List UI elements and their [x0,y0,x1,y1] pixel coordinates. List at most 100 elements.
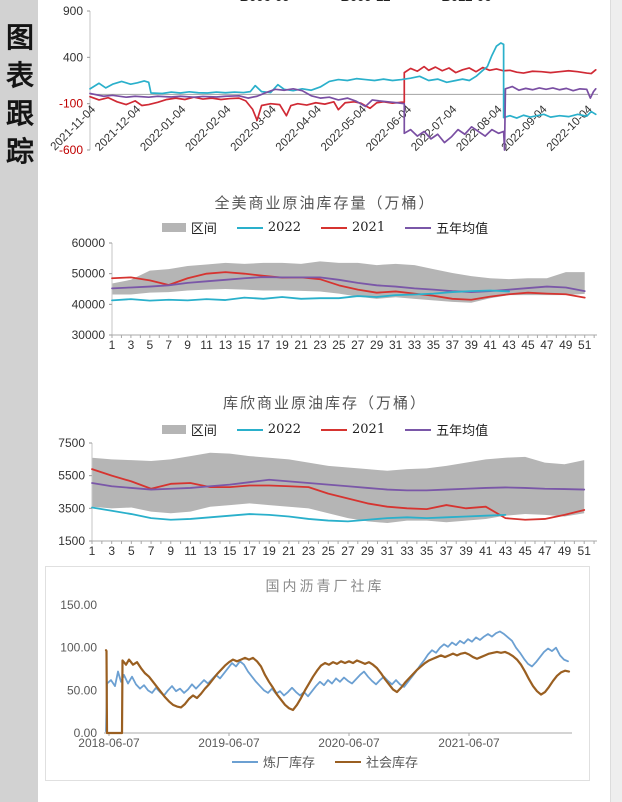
legend-label: 五年均值 [436,424,489,439]
series-line-2021 [111,271,586,301]
legend-label: 2021 [352,422,386,437]
x-axis-tick-label: 29 [361,544,375,558]
x-axis-tick-label: 43 [499,544,513,558]
x-axis-tick-label: 31 [381,544,395,558]
right-margin-strip [610,0,622,802]
legend-label: 2022 [267,220,301,235]
x-axis-tick-label: 49 [559,338,573,352]
y-axis-tick-label: 50000 [72,267,106,281]
x-axis-tick-label: 13 [219,338,233,352]
x-axis-tick-label: 7 [165,338,172,352]
cushing-chart-legend: 区间 2022 2021 五年均值 [60,420,590,439]
legend-band-swatch [161,425,186,434]
y-axis-tick-label: 5500 [58,469,85,483]
sidebar-title-char: 跟 [5,97,34,130]
x-axis-tick-label: 27 [341,544,355,558]
y-axis-tick-label: 150.00 [60,598,97,612]
legend-label: 社会库存 [366,756,419,771]
legend-item: B012-06 [410,0,491,4]
x-axis-tick-label: 3 [128,338,135,352]
x-axis-tick-label: 2022-05-04 [319,103,370,154]
x-axis-tick-label: 17 [257,338,271,352]
x-axis-tick-label: 19 [275,338,289,352]
legend-line-swatch [231,760,258,763]
x-axis-tick-label: 2022-09-04 [500,103,551,154]
us-crude-chart-title: 全美商业原油库存量（万桶） [214,194,436,212]
asphalt-chart-legend: 炼厂库存 社会库存 [60,752,590,771]
series-line-2021 [91,468,586,521]
y-axis-tick-label: 30000 [72,328,106,342]
x-axis-tick-label: 33 [408,338,422,352]
x-axis-tick-label: 1 [89,544,96,558]
x-axis-tick-label: 41 [479,544,493,558]
legend-item: 2021 [321,422,385,437]
x-axis-tick-label: 51 [578,544,592,558]
legend-label: 2022 [267,422,301,437]
x-axis-tick-label: 27 [351,338,365,352]
x-axis-tick-label: 2022-04-04 [274,103,325,154]
legend-item: 社会库存 [335,752,418,771]
x-axis-tick-label: 2018-06-07 [78,736,140,750]
sidebar-title-char: 图 [5,21,34,54]
series-line-五年均值 [111,276,586,293]
x-axis-tick-label: 47 [538,544,552,558]
x-axis-tick-label: 2022-10-04 [545,103,596,154]
asphalt-chart-box [45,566,590,781]
legend-item: 2022 [236,220,301,235]
series-line-五年均值 [91,478,586,492]
y-axis-tick-label: 50.00 [67,683,97,697]
x-axis-tick-label: 21 [282,544,296,558]
sidebar-vertical-title: 图 表 跟 踪 [3,24,37,166]
y-axis-tick-label: 400 [63,50,83,64]
x-axis-tick-label: 35 [420,544,434,558]
legend-line-swatch [405,428,432,431]
series-line-2022 [91,506,507,523]
x-axis-tick-label: 2022-08-04 [454,103,505,154]
x-axis-tick-label: 2022-06-04 [364,103,415,154]
x-axis-tick-label: 37 [440,544,454,558]
legend-label: 五年均值 [436,222,489,237]
x-axis-tick-label: 39 [465,338,479,352]
x-axis-tick-label: 17 [243,544,257,558]
legend-line-swatch [321,226,347,229]
legend-label: 2021 [352,220,386,235]
x-axis-tick-label: 2022-01-04 [138,103,189,154]
legend-item: 区间 [161,218,217,237]
series-line-B009-12 [89,42,597,119]
asphalt-chart-title: 国内沥青厂社库 [265,579,385,595]
spread-chart: 900400-100-6002021-11-042021-12-042022-0… [49,4,598,157]
legend-item: B009-12 [310,0,391,4]
x-axis-tick-label: 2020-06-07 [318,736,380,750]
x-axis-tick-label: 1 [109,338,116,352]
y-axis-tick-label: 60000 [72,236,106,250]
y-axis-tick-label: 0.00 [74,726,98,740]
y-axis-tick-label: -600 [59,143,83,157]
sidebar-title-char: 表 [5,59,34,92]
y-axis-tick-label: 3500 [58,501,85,515]
legend-item: 炼厂库存 [231,752,315,771]
x-axis-tick-label: 31 [389,338,403,352]
series-line-2022 [111,289,510,302]
series-line-B006-09 [89,85,597,151]
x-axis-tick-label: 39 [459,544,473,558]
x-axis-tick-label: 25 [332,338,346,352]
x-axis-tick-label: 13 [203,544,217,558]
x-axis-tick-label: 2019-06-07 [198,736,260,750]
legend-item: 五年均值 [405,218,488,237]
legend-label: 炼厂库存 [262,756,315,771]
x-axis-tick-label: 5 [146,338,153,352]
legend-label: B012-06 [441,0,491,4]
x-axis-tick-label: 2022-07-04 [409,103,460,154]
legend-item: 区间 [161,420,217,439]
legend-line-swatch [405,226,432,229]
legend-label: 区间 [190,424,217,439]
legend-label: B006-09 [240,0,290,4]
x-axis-tick-label: 23 [313,338,327,352]
spread-chart-legend: B006-09 B009-12 B012-06 [150,0,550,9]
us-crude-chart-legend: 区间 2022 2021 五年均值 [60,218,590,237]
legend-label: B009-12 [341,0,391,4]
x-axis-tick-label: 45 [518,544,532,558]
